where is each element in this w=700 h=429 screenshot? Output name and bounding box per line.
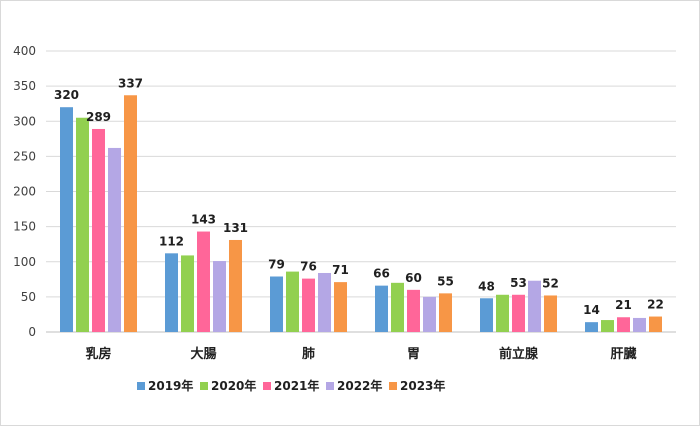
bar	[124, 95, 137, 332]
data-label: 79	[268, 258, 285, 272]
bar	[229, 239, 242, 332]
gridlines	[46, 50, 676, 333]
category-label: 前立腺	[499, 346, 539, 362]
legend-label: 2020年	[211, 378, 256, 393]
bar	[649, 316, 662, 332]
data-label: 112	[159, 234, 184, 248]
bar	[165, 253, 178, 332]
category-label: 肺	[302, 346, 315, 362]
data-label: 52	[542, 276, 559, 290]
legend-label: 2021年	[274, 378, 319, 393]
legend-item: 2019年	[137, 378, 193, 393]
bar	[439, 293, 452, 332]
bar	[633, 317, 646, 332]
bar	[496, 294, 509, 332]
legend-item: 2023年	[389, 378, 445, 393]
legend-swatch	[200, 382, 208, 390]
legend-item: 2021年	[263, 378, 319, 393]
bar	[617, 317, 630, 332]
data-label: 53	[510, 276, 527, 290]
category-label: 大腸	[190, 346, 216, 362]
y-tick-label: 400	[13, 44, 36, 58]
bars	[60, 95, 662, 332]
bar	[76, 117, 89, 332]
y-tick-label: 350	[13, 79, 36, 93]
legend-item: 2022年	[326, 378, 382, 393]
legend-label: 2022年	[337, 378, 382, 393]
data-label: 48	[478, 279, 495, 293]
y-tick-label: 0	[28, 325, 36, 339]
data-label: 60	[405, 271, 422, 285]
data-labels: 320 289 337 112 143 131 79 76 71 66 60 55 48 53 52 14 21…	[54, 76, 664, 317]
bar	[391, 282, 404, 332]
data-label: 76	[300, 260, 317, 274]
y-axis: 0 50 100 150 200 250 300 350 400	[13, 44, 36, 339]
bar	[423, 296, 436, 332]
legend-swatch	[326, 382, 334, 390]
bar	[601, 320, 614, 332]
legend: 2019年 2020年 2021年 2022年 2023年	[137, 378, 445, 393]
y-tick-label: 300	[13, 114, 36, 128]
bar	[197, 231, 210, 332]
data-label: 14	[583, 303, 600, 317]
data-label: 320	[54, 88, 79, 102]
y-tick-label: 200	[13, 185, 36, 199]
legend-swatch	[137, 382, 145, 390]
bar	[334, 282, 347, 332]
bar	[512, 294, 525, 332]
data-label: 289	[86, 110, 111, 124]
legend-swatch	[389, 382, 397, 390]
legend-label: 2023年	[400, 378, 445, 393]
bar	[92, 128, 105, 332]
legend-label: 2019年	[148, 378, 193, 393]
data-label: 131	[223, 221, 248, 235]
legend-item: 2020年	[200, 378, 256, 393]
bar	[213, 261, 226, 332]
data-label: 22	[647, 298, 664, 312]
bar	[480, 298, 493, 332]
legend-swatch	[263, 382, 271, 390]
bar	[286, 271, 299, 332]
y-tick-label: 150	[13, 220, 36, 234]
bar	[318, 272, 331, 332]
category-label: 肝臓	[610, 346, 636, 362]
bar	[60, 107, 73, 332]
bar	[407, 289, 420, 332]
y-tick-label: 250	[13, 149, 36, 163]
bar	[181, 255, 194, 332]
x-axis: 乳房 大腸 肺 胃 前立腺 肝臓	[85, 346, 636, 362]
data-label: 55	[437, 274, 454, 288]
bar	[544, 295, 557, 332]
data-label: 21	[615, 298, 632, 312]
data-label: 143	[191, 213, 216, 227]
category-label: 胃	[407, 347, 420, 362]
y-tick-label: 50	[21, 290, 36, 304]
bar	[108, 147, 121, 332]
y-tick-label: 100	[13, 255, 36, 269]
bar	[528, 280, 541, 332]
bar	[585, 322, 598, 332]
data-label: 66	[373, 267, 390, 281]
data-label: 71	[332, 263, 349, 277]
bar	[302, 278, 315, 332]
category-label: 乳房	[85, 346, 111, 362]
bar	[375, 285, 388, 332]
bar	[270, 276, 283, 332]
data-label: 337	[118, 76, 143, 90]
